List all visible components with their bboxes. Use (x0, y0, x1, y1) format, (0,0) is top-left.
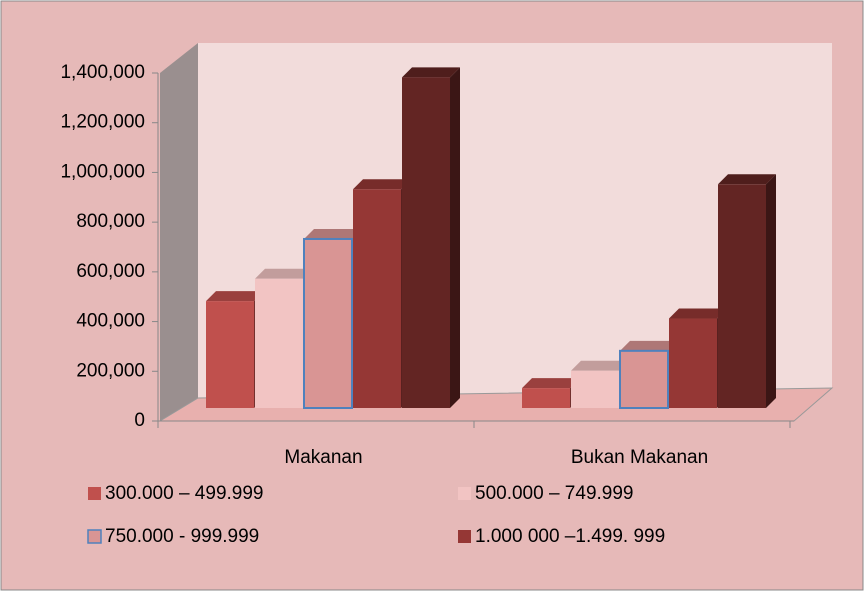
bar-top (353, 179, 411, 190)
bar-top (304, 228, 362, 239)
y-tick-label: 600,000 (76, 261, 145, 282)
bar-top (522, 378, 580, 389)
legend-label: 300.000 – 499.999 (105, 483, 264, 504)
bar-top (571, 360, 629, 371)
bar (303, 237, 353, 409)
bar-top (255, 268, 313, 279)
bar (669, 318, 717, 408)
bar-side (450, 67, 460, 409)
y-tick-label: 0 (134, 410, 145, 431)
legend-label: 500.000 – 749.999 (475, 483, 634, 504)
y-tick-label: 1,000,000 (60, 161, 145, 182)
bar-top (718, 174, 776, 185)
bar (522, 388, 570, 408)
x-tick-label: Bukan Makanan (571, 447, 708, 468)
legend-label: 1.000 000 –1.499. 999 (475, 526, 665, 547)
x-tick-label: Makanan (284, 447, 362, 468)
legend-marker (458, 487, 471, 500)
legend-marker (458, 530, 471, 543)
legend-label: 750.000 - 999.999 (105, 526, 259, 547)
y-tick-label: 800,000 (76, 211, 145, 232)
bar (619, 349, 669, 410)
bar-top (402, 67, 460, 78)
bar (718, 184, 766, 408)
y-tick-label: 1,200,000 (60, 112, 145, 133)
bar (255, 278, 303, 408)
bar-top (620, 340, 678, 351)
bar (353, 189, 401, 408)
y-tick-label: 400,000 (76, 311, 145, 332)
bar-top (669, 308, 727, 319)
y-tick-label: 1,400,000 (60, 62, 145, 83)
legend-marker (88, 487, 101, 500)
y-tick-label: 200,000 (76, 360, 145, 381)
bar (206, 301, 254, 408)
bar-top (206, 291, 264, 302)
bar-side (766, 174, 776, 408)
legend-marker (87, 529, 102, 544)
bar (402, 77, 450, 409)
bar (571, 370, 619, 408)
side-wall (160, 43, 198, 421)
